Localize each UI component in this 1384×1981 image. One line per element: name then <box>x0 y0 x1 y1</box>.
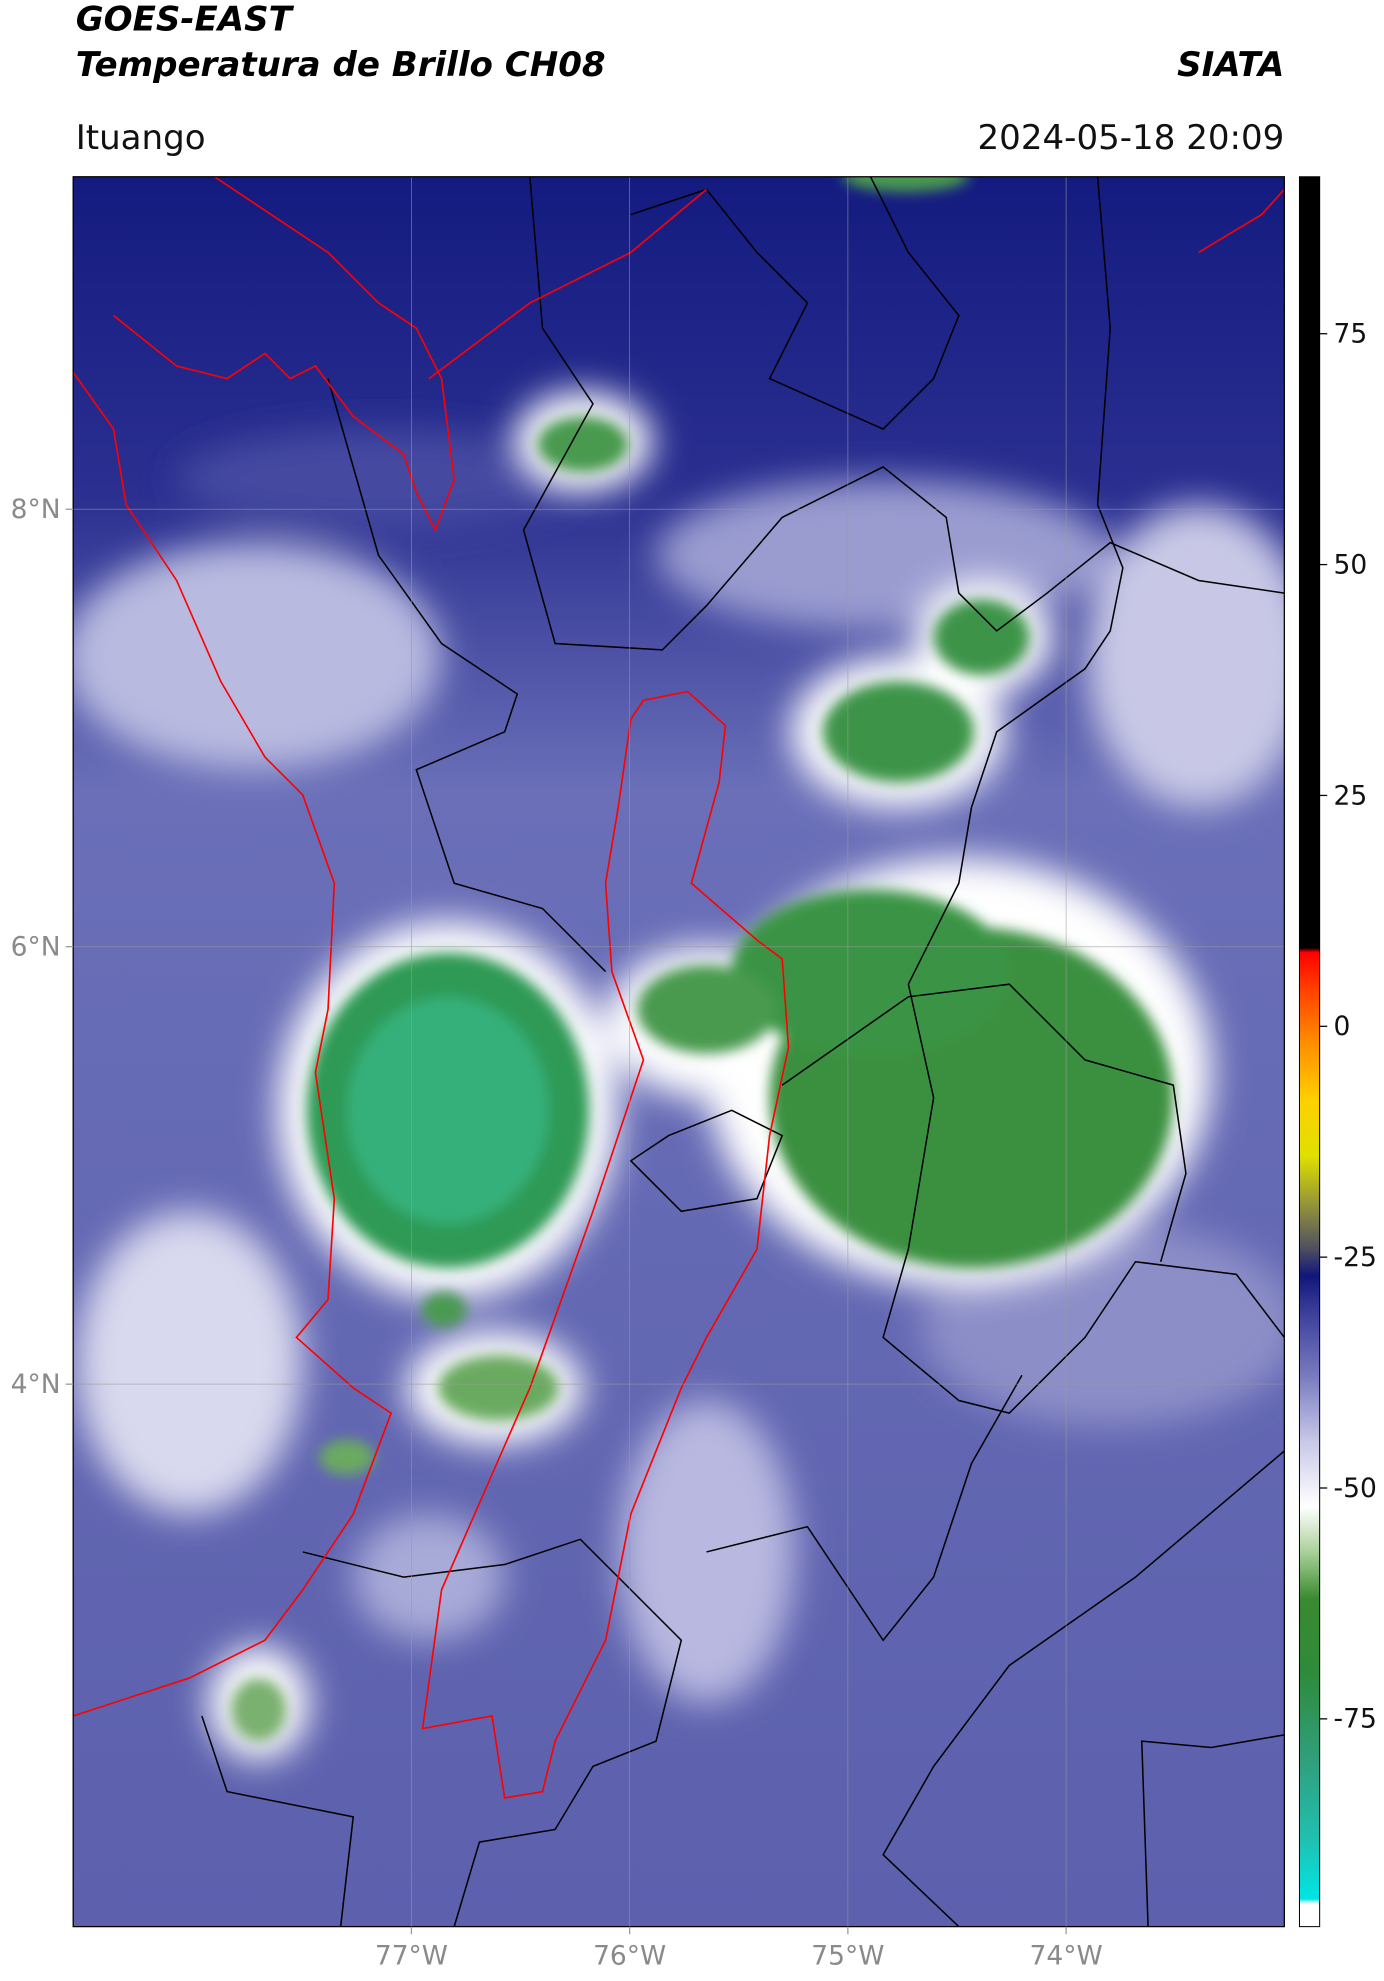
red-outlines <box>73 176 1285 1799</box>
core <box>537 416 629 472</box>
core <box>319 1439 375 1475</box>
core <box>437 1355 559 1421</box>
core <box>933 599 1030 676</box>
colorbar-tick-label: -75 <box>1334 1704 1377 1735</box>
grid <box>73 176 1285 1927</box>
border <box>302 1538 683 1927</box>
border <box>630 176 960 430</box>
borders <box>201 176 1285 1927</box>
cloud <box>176 429 581 531</box>
coastline <box>113 176 456 533</box>
location: Ituango <box>76 118 206 158</box>
colorbar-tick-label: 75 <box>1334 319 1368 350</box>
subtitle: Temperatura de Brillo CH08 <box>76 45 606 85</box>
core <box>842 176 969 192</box>
y-tick-label: 8°N <box>11 494 61 525</box>
coastline <box>1198 188 1285 254</box>
map-frame <box>72 176 1285 1928</box>
coastline <box>73 371 393 1717</box>
border <box>522 176 1285 651</box>
title: GOES-EAST <box>76 0 295 39</box>
colorbar <box>1298 176 1321 1928</box>
border <box>201 1715 355 1927</box>
cloud <box>353 1514 505 1641</box>
cloud <box>75 1211 303 1515</box>
y-tick-label: 6°N <box>11 932 61 963</box>
cloud <box>1085 504 1285 808</box>
colorbar-tick-label: 0 <box>1334 1011 1351 1042</box>
border <box>629 1109 784 1213</box>
border <box>706 1374 1023 1642</box>
colorbar-tick-label: -25 <box>1334 1242 1377 1273</box>
x-tick-label: 76°W <box>593 1940 666 1971</box>
colorbar-tick-label: 25 <box>1334 780 1368 811</box>
core <box>822 681 974 783</box>
map-image <box>73 176 1285 1927</box>
border <box>327 378 607 973</box>
core <box>731 889 1010 1054</box>
border <box>882 176 1285 1414</box>
core <box>637 965 776 1054</box>
coastline <box>428 188 708 380</box>
x-tick-label: 75°W <box>811 1940 884 1971</box>
y-tick-label: 4°N <box>11 1369 61 1400</box>
colorbar-tick-label: -50 <box>1334 1473 1377 1504</box>
ituango-region <box>421 690 790 1799</box>
core <box>230 1678 287 1742</box>
x-tick-label: 77°W <box>375 1940 448 1971</box>
datetime: 2024-05-18 20:09 <box>978 118 1285 158</box>
border <box>1140 1734 1285 1927</box>
source: SIATA <box>1177 45 1284 85</box>
core <box>346 996 549 1224</box>
storm-cores <box>230 176 1174 1742</box>
border <box>781 983 1187 1262</box>
x-tick-label: 74°W <box>1030 1940 1103 1971</box>
cloud <box>73 542 442 770</box>
core <box>421 1292 467 1328</box>
border <box>882 1450 1285 1927</box>
colorbar-tick-label: 50 <box>1334 549 1368 580</box>
